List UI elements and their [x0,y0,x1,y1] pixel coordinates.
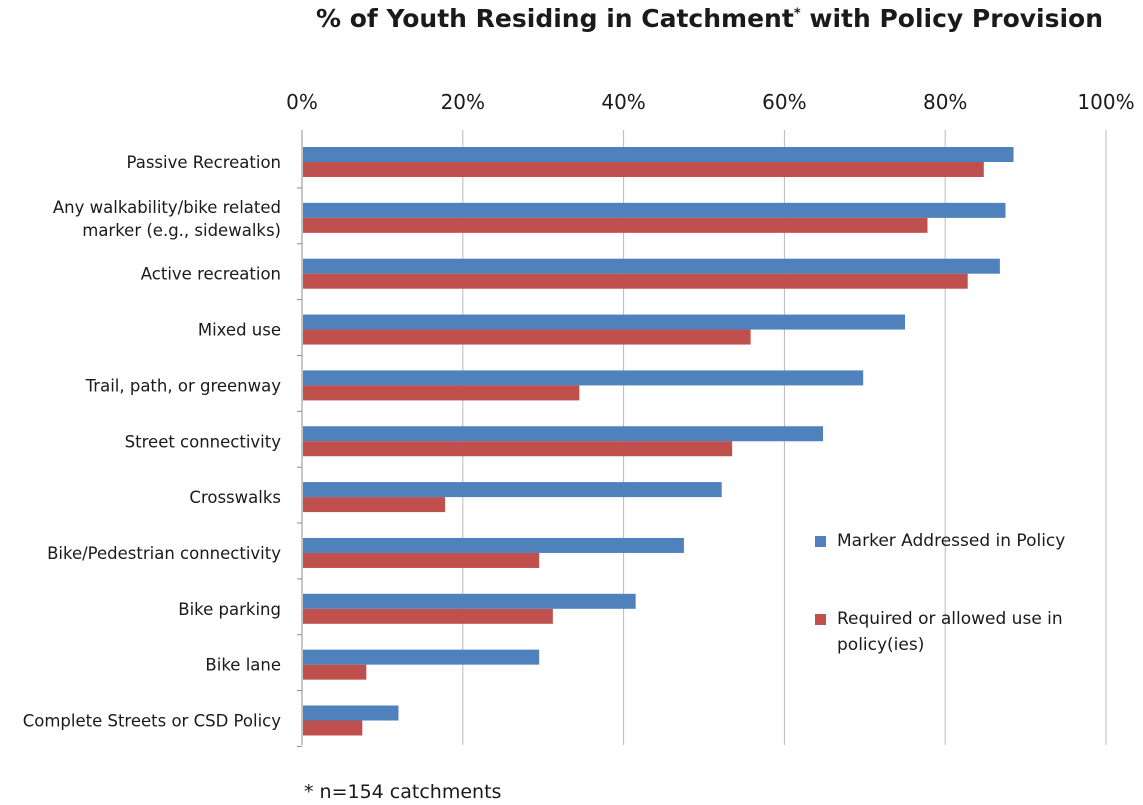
chart-title: % of Youth Residing in Catchment* with P… [0,4,1143,33]
bar [303,497,446,513]
bar [303,426,823,442]
category-label: Bike/Pedestrian connectivity [47,544,281,563]
category-label: Passive Recreation [127,153,282,172]
legend-item-required-allowed: Required or allowed use in policy(ies) [815,606,1115,658]
bar [303,664,367,680]
category-label: Bike lane [205,656,281,675]
category-label: Street connectivity [125,432,282,451]
bar [303,385,580,401]
footnote: * n=154 catchments [304,781,502,803]
bar [303,720,363,736]
bar [303,482,722,498]
bar [303,441,733,457]
legend-label: Required or allowed use in policy(ies) [837,609,1063,655]
bar [303,147,1014,162]
bar [303,258,1000,274]
category-label: Mixed use [198,321,281,340]
category-label: Active recreation [141,265,281,284]
bar [303,552,540,568]
bar [303,314,905,330]
bar [303,593,636,609]
category-label: Trail, path, or greenway [85,376,282,395]
bar [303,162,984,177]
legend-swatch-red [815,614,826,625]
bar [303,537,684,553]
bar [303,273,968,289]
bar [303,608,553,624]
bar [303,649,540,665]
x-tick-label: 40% [601,90,645,114]
bar [303,705,399,721]
legend-item-marker-addressed: Marker Addressed in Policy [815,528,1115,554]
chart-title-suffix: with Policy Provision [809,4,1104,33]
category-label: marker (e.g., sidewalks) [82,221,281,240]
legend-label: Marker Addressed in Policy [837,531,1066,551]
bar [303,370,864,386]
x-tick-label: 0% [286,90,318,114]
bar [303,329,751,345]
category-label: Complete Streets or CSD Policy [23,712,282,731]
bar [303,217,928,233]
x-tick-label: 100% [1077,90,1134,114]
x-tick-label: 80% [923,90,967,114]
category-label: Bike parking [178,600,281,619]
bar [303,202,1006,218]
category-label: Any walkability/bike related [53,198,281,217]
category-label: Crosswalks [189,488,281,507]
x-tick-label: 20% [441,90,485,114]
chart-title-text: % of Youth Residing in Catchment [315,4,794,33]
x-tick-label: 60% [762,90,806,114]
chart-title-marker: * [793,6,801,22]
chart-legend: Marker Addressed in Policy Required or a… [815,528,1115,658]
legend-swatch-blue [815,536,826,547]
